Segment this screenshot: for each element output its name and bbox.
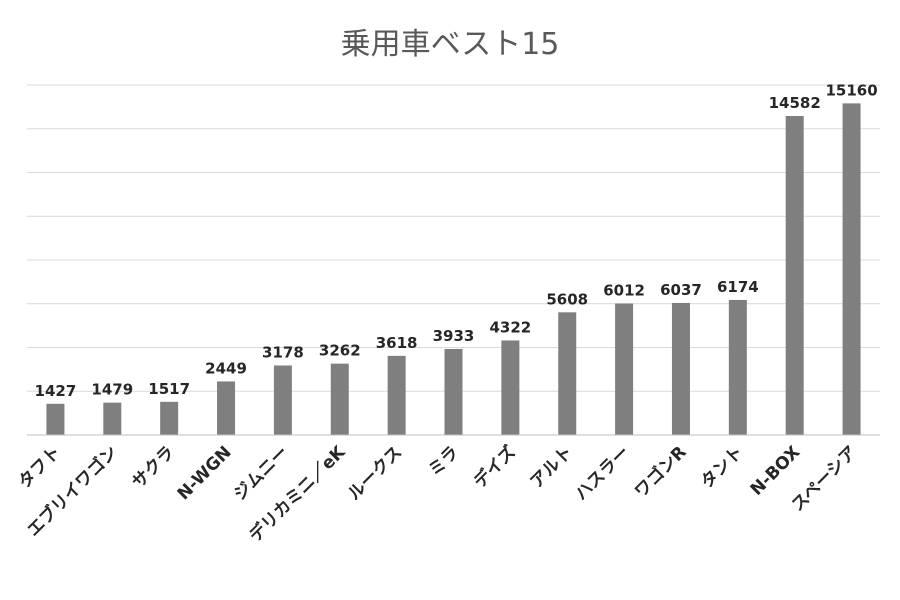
data-label: 14582 — [769, 94, 821, 112]
bar — [501, 340, 520, 435]
bars — [46, 103, 861, 436]
bar — [103, 402, 122, 435]
bar — [217, 381, 236, 435]
data-label: 1479 — [91, 381, 133, 399]
data-label: 6037 — [660, 281, 702, 299]
bar — [387, 355, 406, 435]
data-label: 2449 — [205, 359, 247, 377]
data-label: 6012 — [603, 281, 645, 299]
data-label: 15160 — [825, 81, 877, 99]
bar — [330, 363, 349, 435]
data-label: 3933 — [433, 327, 475, 345]
data-label: 1427 — [35, 382, 77, 400]
bar — [671, 302, 690, 435]
bar — [444, 348, 463, 435]
bar — [160, 401, 179, 435]
data-label: 3262 — [319, 342, 361, 360]
bar — [558, 312, 577, 435]
bar — [842, 103, 861, 435]
data-label: 4322 — [489, 318, 531, 336]
bar — [615, 303, 634, 435]
data-label: 1517 — [148, 380, 190, 398]
data-label: 5608 — [546, 290, 588, 308]
bar — [785, 116, 804, 436]
bar — [728, 299, 747, 435]
data-labels: 1427 1479 1517 2449 3178 3262 3618 3933 4322 5608… — [35, 81, 878, 399]
data-label: 3618 — [376, 334, 418, 352]
chart-title: 乗用車ベスト15 — [341, 27, 560, 62]
bar — [273, 365, 292, 435]
gridlines — [27, 84, 880, 392]
data-label: 3178 — [262, 343, 304, 361]
bar — [46, 403, 65, 435]
data-label: 6174 — [717, 278, 759, 296]
